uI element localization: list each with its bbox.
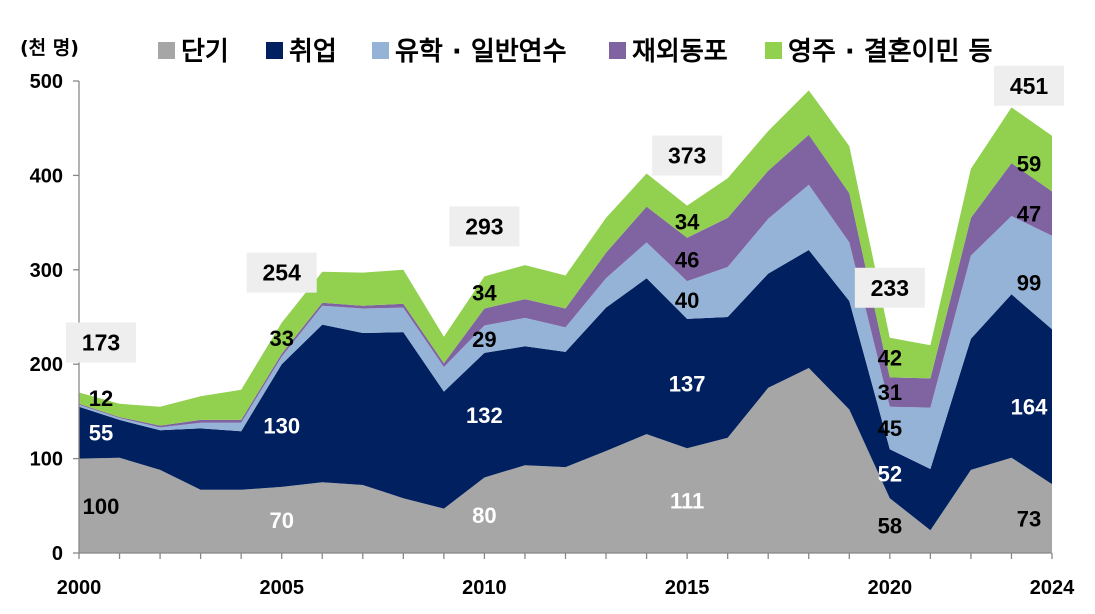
y-tick-label: 300 bbox=[30, 260, 63, 282]
legend-label-단기: 단기 bbox=[181, 37, 229, 67]
data-label-단기-2020: 58 bbox=[878, 514, 902, 539]
area-단기 bbox=[79, 368, 1052, 553]
data-label-취업-2010: 132 bbox=[466, 403, 503, 428]
data-label-영주-결혼이민-등-2005: 33 bbox=[269, 326, 293, 351]
data-label-단기-2024: 73 bbox=[1017, 507, 1041, 532]
data-label-취업-2015: 137 bbox=[669, 372, 706, 397]
y-tick-label: 400 bbox=[30, 165, 63, 187]
legend-swatch-재외동포 bbox=[609, 42, 626, 59]
total-label-2010: 293 bbox=[465, 213, 503, 239]
area-취업 bbox=[79, 250, 1052, 531]
legend-swatch-취업 bbox=[266, 42, 283, 59]
legend: 단기 취업 유학 · 일반연수 재외동포 영주 · 결혼이민 등 bbox=[158, 37, 993, 67]
data-label-단기-2005: 70 bbox=[269, 508, 293, 533]
area-series-group bbox=[79, 90, 1052, 553]
legend-label-유학-일반연수: 유학 · 일반연수 bbox=[395, 37, 567, 67]
legend-swatch-단기 bbox=[158, 42, 175, 59]
total-label-box-2024 bbox=[994, 65, 1064, 106]
data-labels-group: 100 70 80 111 58 73 55 130 132 137 52 164 29 40 45 99 46… bbox=[83, 152, 1048, 539]
data-label-취업-2024: 164 bbox=[1011, 395, 1048, 420]
total-label-box-2010 bbox=[449, 206, 520, 247]
y-tick-label: 200 bbox=[30, 354, 63, 376]
total-label-box-2000 bbox=[66, 322, 136, 363]
x-tick-label: 2015 bbox=[665, 577, 710, 599]
data-label-유학-일반연수-2020: 45 bbox=[878, 416, 902, 441]
legend-swatch-영주-결혼이민-등 bbox=[765, 42, 782, 59]
data-label-단기-2015: 111 bbox=[670, 489, 704, 514]
data-label-유학-일반연수-2010: 29 bbox=[472, 327, 496, 352]
data-label-재외동포-2024: 47 bbox=[1017, 202, 1041, 227]
data-label-취업-2020: 52 bbox=[878, 462, 902, 487]
data-label-취업-2000: 55 bbox=[89, 421, 113, 446]
total-label-2015: 373 bbox=[668, 143, 706, 169]
y-tick-label: 0 bbox=[52, 543, 63, 565]
legend-label-취업: 취업 bbox=[289, 37, 337, 67]
x-tick-label: 2000 bbox=[57, 577, 102, 599]
data-label-단기-2010: 80 bbox=[472, 503, 496, 528]
data-label-영주-결혼이민-등-2024: 59 bbox=[1017, 152, 1041, 177]
total-label-box-2005 bbox=[246, 252, 317, 293]
data-label-영주-결혼이민-등-2015: 34 bbox=[675, 210, 700, 235]
y-tick-label: 500 bbox=[30, 71, 63, 93]
data-label-영주-결혼이민-등-2000: 12 bbox=[89, 386, 113, 411]
data-label-유학-일반연수-2024: 99 bbox=[1017, 271, 1041, 296]
area-유학-일반연수 bbox=[79, 184, 1052, 470]
total-label-2000: 173 bbox=[82, 330, 120, 356]
data-label-영주-결혼이민-등-2010: 34 bbox=[472, 280, 497, 305]
total-label-box-2015 bbox=[652, 135, 723, 176]
total-label-box-2020 bbox=[854, 267, 925, 308]
total-label-2020: 233 bbox=[871, 275, 909, 301]
x-tick-label: 2010 bbox=[462, 577, 507, 599]
y-tick-label: 100 bbox=[30, 449, 63, 471]
legend-label-재외동포: 재외동포 bbox=[632, 37, 728, 67]
y-unit-label: (천 명) bbox=[20, 37, 79, 59]
axes: 0 100 200 300 400 500 2000 2005 2010 2015 2020 2024 bbox=[30, 71, 1075, 599]
x-tick-label: 2005 bbox=[259, 577, 304, 599]
data-label-재외동포-2015: 46 bbox=[675, 247, 699, 272]
data-label-단기-2000: 100 bbox=[83, 494, 120, 519]
legend-label-영주-결혼이민-등: 영주 · 결혼이민 등 bbox=[788, 37, 993, 67]
total-labels-group: 173 254 293 373 233 451 bbox=[66, 65, 1064, 363]
x-tick-label: 2024 bbox=[1030, 577, 1075, 599]
data-label-취업-2005: 130 bbox=[263, 414, 300, 439]
data-label-유학-일반연수-2015: 40 bbox=[675, 288, 699, 313]
x-tick-label: 2020 bbox=[868, 577, 913, 599]
data-label-재외동포-2020: 31 bbox=[878, 380, 902, 405]
legend-swatch-유학-일반연수 bbox=[372, 42, 389, 59]
total-label-2005: 254 bbox=[263, 260, 302, 286]
data-label-영주-결혼이민-등-2020: 42 bbox=[878, 346, 902, 371]
total-label-2024: 451 bbox=[1010, 73, 1049, 99]
